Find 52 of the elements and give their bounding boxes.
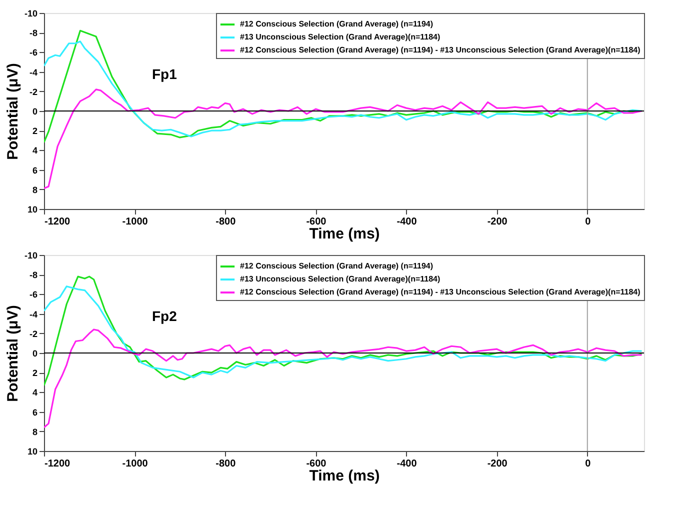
- x-tick-label: -400: [396, 458, 418, 470]
- y-tick-label: 8: [32, 184, 38, 195]
- y-tick-label: -6: [29, 290, 38, 300]
- y-tick-label: 10: [27, 446, 38, 456]
- x-axis-title: Time (ms): [309, 468, 380, 484]
- x-axis-title: Time (ms): [309, 226, 380, 242]
- y-tick-label: 2: [32, 368, 38, 378]
- legend-label: #13 Unconscious Selection (Grand Average)(n=1184): [240, 32, 440, 42]
- y-tick-label: -6: [29, 48, 38, 58]
- y-tick-label: 10: [27, 204, 38, 214]
- line-series: [44, 328, 643, 428]
- line-series: [44, 286, 643, 378]
- x-tick-label: -1000: [122, 216, 148, 228]
- x-tick-label: -1200: [44, 458, 71, 470]
- legend-label: #12 Conscious Selection (Grand Average) (n=1194): [240, 20, 434, 28]
- y-tick-label: -10: [24, 250, 38, 260]
- y-tick-label: -8: [29, 28, 38, 38]
- y-tick-label: -2: [29, 86, 38, 97]
- x-tick-label: -800: [216, 458, 236, 470]
- y-tick-label: 4: [32, 146, 38, 156]
- line-series: [44, 276, 643, 386]
- y-axis-title: Potential (μV): [4, 63, 22, 160]
- x-tick-label: 0: [585, 216, 592, 228]
- y-tick-label: -8: [29, 270, 38, 280]
- x-tick-label: -200: [487, 216, 508, 228]
- y-tick-label: -4: [29, 309, 38, 320]
- x-tick-label: -1200: [44, 216, 71, 228]
- y-axis-title: Potential (μV): [4, 305, 22, 402]
- line-series: [44, 88, 643, 190]
- annotation: Fp1: [152, 66, 178, 82]
- y-tick-label: 8: [32, 426, 38, 437]
- x-tick-label: -200: [487, 458, 508, 470]
- annotation: Fp2: [152, 308, 178, 324]
- y-tick-label: 6: [32, 165, 38, 176]
- y-tick-label: 6: [32, 407, 38, 418]
- x-tick-label: -1000: [122, 458, 148, 470]
- y-tick-label: 0: [32, 106, 38, 116]
- y-tick-label: -10: [24, 8, 38, 18]
- x-tick-label: -600: [306, 216, 327, 228]
- x-tick-label: -400: [396, 216, 418, 228]
- legend-label: #12 Conscious Selection (Grand Average) (n=1194) - #13 Unconscious Selection (Grand Average)(n=1184): [240, 288, 641, 296]
- y-tick-label: 0: [32, 348, 38, 358]
- y-tick-label: -2: [29, 328, 38, 339]
- y-tick-label: -4: [29, 67, 38, 78]
- legend-label: #13 Unconscious Selection (Grand Average)(n=1184): [240, 274, 440, 284]
- x-tick-label: -800: [216, 216, 236, 228]
- legend-label: #12 Conscious Selection (Grand Average) (n=1194) - #13 Unconscious Selection (Grand Average)(n=1184): [240, 46, 641, 54]
- y-tick-label: 2: [32, 126, 38, 136]
- x-tick-label: -600: [306, 458, 327, 470]
- x-tick-label: 0: [585, 458, 592, 470]
- legend-label: #12 Conscious Selection (Grand Average) (n=1194): [240, 262, 434, 270]
- y-tick-label: 4: [32, 388, 38, 398]
